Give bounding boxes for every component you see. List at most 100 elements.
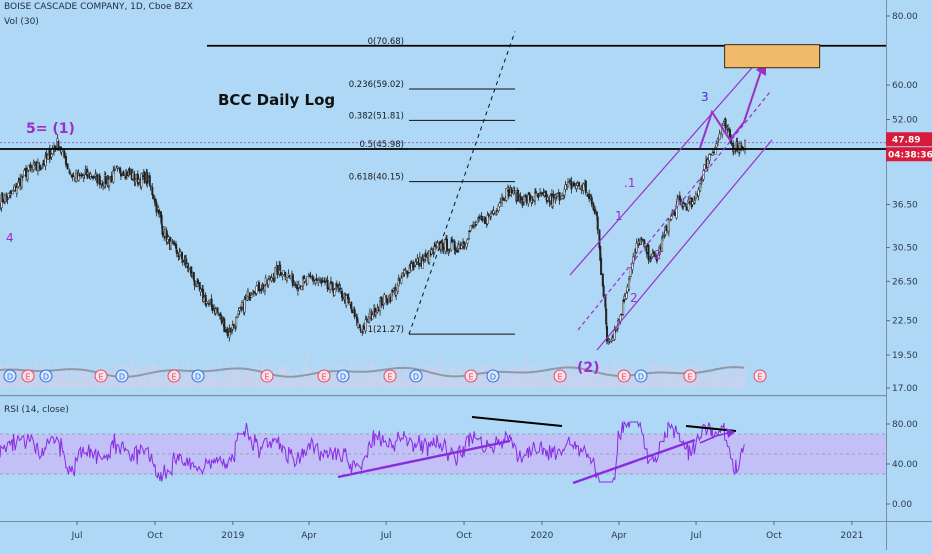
volume-bar (286, 373, 288, 388)
candle-body (457, 244, 460, 249)
volume-bar (37, 367, 39, 388)
volume-bar (735, 369, 738, 388)
volume-bar (717, 369, 719, 388)
volume-bar (445, 373, 447, 388)
volume-bar (51, 378, 54, 388)
earnings-marker (753, 369, 767, 383)
volume-bar (149, 370, 152, 388)
volume-bar (486, 375, 489, 388)
volume-bar (173, 379, 176, 388)
candle-body (351, 309, 354, 314)
volume-bar (517, 367, 519, 388)
candle-body (613, 330, 616, 340)
volume-bar (132, 372, 134, 388)
volume-bar (548, 369, 551, 388)
earnings-marker (617, 369, 631, 383)
pane-divider (0, 395, 886, 397)
volume-bar (222, 379, 225, 388)
wave-label: 1 (615, 209, 623, 223)
volume-bar (602, 377, 604, 388)
candle-body (306, 276, 309, 285)
candle-body (527, 194, 530, 204)
candle-body (404, 269, 407, 271)
candle-body (211, 304, 214, 311)
candle-body (424, 253, 427, 257)
candle-body (540, 192, 543, 195)
volume-bar (551, 364, 553, 388)
volume-bar (33, 363, 36, 388)
volume-bar (367, 370, 370, 388)
volume-bar (293, 378, 296, 388)
dividend-marker-label: D (638, 373, 644, 382)
volume-bar (646, 374, 649, 388)
volume-bar (107, 370, 110, 388)
volume-bar (80, 367, 83, 388)
volume-bar (519, 374, 522, 388)
candle-body (383, 294, 386, 304)
price-tick-label: 22.50 (892, 317, 918, 327)
volume-bar (543, 371, 546, 388)
volume-bar (84, 367, 87, 388)
price-tick-label: 30.50 (892, 244, 918, 254)
volume-bar (480, 377, 483, 388)
volume-bar (63, 379, 66, 388)
candle-body (677, 197, 680, 200)
volume-bar (90, 378, 93, 388)
volume-bar (580, 364, 583, 388)
volume-bar (718, 365, 721, 388)
dividend-marker-label: D (119, 373, 125, 382)
candle-body (164, 229, 167, 237)
candle-body (359, 328, 362, 331)
candle-body (345, 295, 348, 306)
volume-bar (508, 371, 510, 388)
volume-bar (617, 378, 619, 388)
volume-bar (204, 379, 207, 388)
candle-body (276, 265, 279, 276)
volume-bar (670, 364, 673, 388)
volume-bar (596, 373, 599, 388)
volume-bar (235, 363, 238, 388)
volume-bar (68, 376, 71, 388)
candle-body (712, 151, 715, 154)
price-tick-label: 36.50 (892, 200, 918, 210)
volume-bar (353, 369, 355, 388)
candle-body (81, 173, 84, 177)
candle-body (268, 276, 271, 279)
volume-bar (425, 368, 427, 388)
candle-body (531, 199, 534, 201)
volume-bar (579, 366, 581, 388)
volume-bar (11, 379, 14, 388)
volume-bar (382, 372, 385, 388)
volume-bar (427, 363, 430, 388)
volume-bar (472, 376, 475, 388)
channel-mid-line (577, 91, 771, 331)
volume-bar (136, 367, 138, 388)
volume-bar (94, 376, 97, 388)
volume-bar (647, 362, 650, 388)
volume-bar (297, 367, 299, 388)
candle-body (72, 175, 75, 177)
volume-bar (661, 376, 663, 388)
volume-bar (155, 366, 158, 388)
volume-bar (659, 371, 662, 388)
candle-body (267, 279, 270, 286)
candle-body (552, 194, 555, 198)
dividend-marker-label: D (340, 373, 346, 382)
volume-bar (436, 370, 438, 388)
candle-body (490, 213, 493, 217)
volume-bar (219, 361, 221, 388)
volume-bar (662, 366, 664, 388)
volume-bar (431, 374, 433, 388)
candle-body (270, 277, 273, 282)
volume-bar (294, 379, 297, 388)
candle-body (377, 308, 380, 311)
volume-bar (607, 372, 610, 388)
volume-bar (401, 371, 403, 388)
dividend-marker (336, 369, 350, 383)
candle-body (623, 295, 626, 300)
dividend-marker-label: D (195, 373, 201, 382)
volume-bar (563, 376, 566, 388)
candle-body (655, 259, 658, 262)
volume-bar (501, 379, 503, 388)
